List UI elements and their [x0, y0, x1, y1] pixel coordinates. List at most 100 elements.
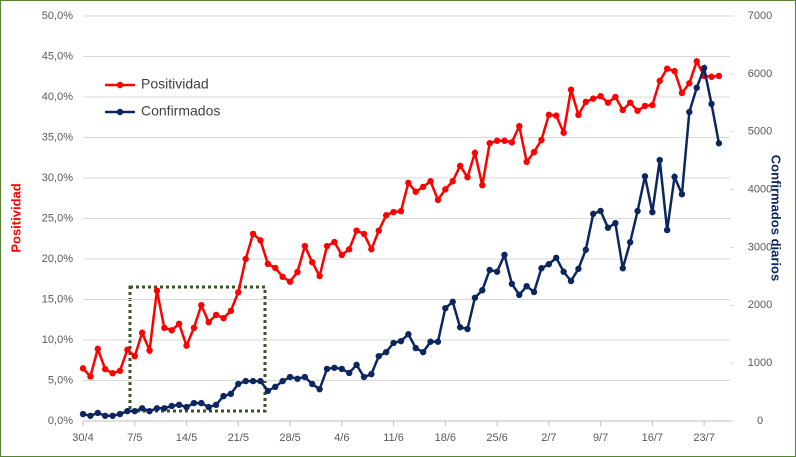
- point: [626, 239, 634, 246]
- legend-marker: [116, 108, 124, 116]
- y2-tick-label: 1000: [748, 357, 772, 369]
- point: [79, 365, 87, 372]
- point: [479, 182, 486, 189]
- point: [353, 361, 360, 369]
- point: [412, 188, 419, 195]
- point: [316, 272, 323, 280]
- point: [619, 265, 626, 272]
- point: [671, 67, 678, 75]
- point: [597, 92, 604, 100]
- x-tick-label: 7/5: [127, 432, 142, 444]
- x-tick-label: 11/6: [383, 432, 404, 444]
- point: [153, 405, 161, 412]
- point: [427, 178, 434, 185]
- y-tick-label: 10,0%: [42, 334, 73, 346]
- y-tick-label: 0,0%: [48, 415, 73, 427]
- point: [663, 65, 671, 72]
- x-tick-label: 21/5: [228, 432, 249, 444]
- point: [649, 208, 656, 216]
- point: [249, 230, 257, 238]
- point: [464, 173, 471, 181]
- legend-marker: [116, 81, 124, 89]
- point: [345, 369, 353, 377]
- point: [212, 311, 220, 319]
- point: [582, 98, 590, 106]
- x-tick-label: 28/5: [279, 432, 300, 444]
- x-tick-label: 16/7: [642, 432, 663, 444]
- point: [501, 137, 508, 144]
- y-tick-label: 45,0%: [42, 50, 73, 62]
- point: [656, 77, 663, 85]
- point: [257, 377, 264, 385]
- point: [116, 367, 124, 374]
- point: [235, 289, 242, 296]
- point: [220, 314, 227, 322]
- point: [294, 268, 301, 276]
- point: [493, 268, 501, 275]
- y2-tick-label: 5000: [748, 126, 772, 138]
- point: [419, 183, 427, 191]
- point: [175, 401, 183, 408]
- point: [619, 106, 626, 114]
- point: [79, 410, 87, 418]
- y2-axis-title: Confirmados diarios: [769, 155, 784, 281]
- point: [560, 129, 567, 136]
- point: [183, 342, 190, 349]
- x-tick-label: 18/6: [435, 432, 456, 444]
- point: [94, 409, 101, 417]
- point: [575, 111, 582, 119]
- point: [412, 344, 419, 352]
- point: [405, 331, 412, 338]
- point: [183, 403, 190, 411]
- point: [516, 291, 523, 299]
- point: [109, 370, 116, 377]
- point: [449, 298, 456, 306]
- point: [382, 212, 390, 219]
- point: [235, 380, 242, 388]
- x-tick-label: 9/7: [593, 432, 608, 444]
- y-tick-label: 25,0%: [42, 212, 73, 224]
- x-tick-label: 14/5: [176, 432, 197, 444]
- point: [161, 405, 168, 412]
- point: [634, 107, 641, 114]
- point: [530, 288, 538, 296]
- point: [375, 227, 382, 234]
- point: [382, 348, 390, 356]
- point: [708, 100, 715, 108]
- point: [516, 122, 523, 130]
- y-tick-label: 35,0%: [42, 131, 73, 143]
- point: [553, 112, 560, 119]
- point: [442, 304, 449, 312]
- point: [456, 162, 464, 170]
- point: [87, 412, 94, 419]
- point: [456, 324, 464, 331]
- point: [190, 324, 198, 332]
- y-tick-label: 50,0%: [42, 10, 73, 22]
- point: [309, 380, 316, 388]
- point: [279, 273, 286, 281]
- y-tick-label: 30,0%: [42, 172, 73, 184]
- point: [545, 261, 553, 268]
- point: [264, 387, 272, 395]
- point: [397, 337, 405, 345]
- point: [242, 255, 249, 263]
- point: [286, 278, 294, 285]
- point: [678, 89, 686, 97]
- y2-tick-label: 0: [757, 415, 763, 427]
- point: [94, 345, 101, 353]
- point: [272, 264, 279, 272]
- point: [553, 254, 560, 262]
- point: [331, 238, 338, 246]
- y-tick-label: 20,0%: [42, 253, 73, 265]
- point: [663, 226, 671, 234]
- point: [190, 399, 198, 407]
- point: [175, 320, 183, 327]
- legend-label: Positividad: [141, 76, 209, 92]
- point: [360, 373, 368, 381]
- point: [368, 370, 375, 378]
- point: [486, 266, 493, 274]
- point: [101, 412, 109, 419]
- point: [390, 339, 397, 347]
- point: [338, 251, 345, 259]
